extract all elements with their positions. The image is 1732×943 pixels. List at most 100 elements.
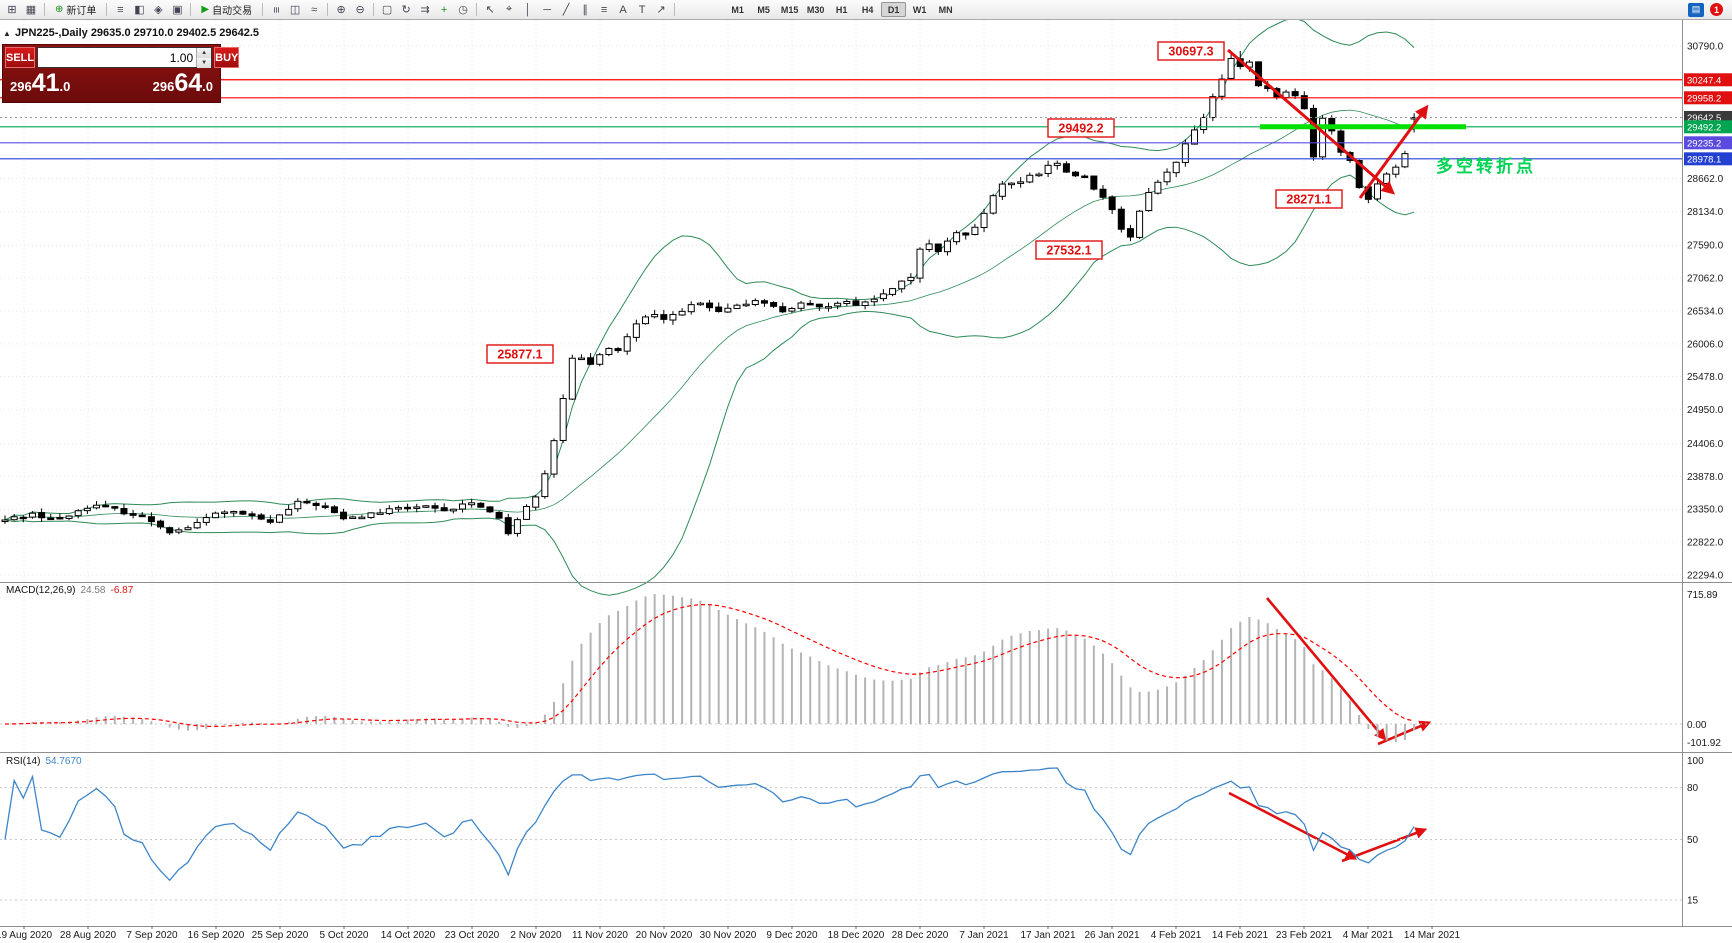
timeframe-h4[interactable]: H4 — [861, 4, 874, 15]
arrows-icon[interactable]: ↗ — [652, 2, 670, 18]
channel-glyph: ∥ — [582, 4, 588, 16]
horizontal-line-icon[interactable]: ─ — [538, 2, 556, 18]
data-window-icon[interactable]: ◧ — [130, 2, 148, 18]
vertical-line-glyph: │ — [524, 3, 532, 16]
crosshair-icon[interactable]: ⌖ — [500, 2, 518, 18]
toolbar-right-group: ▤ 1 — [1680, 2, 1729, 18]
rsi-name: RSI(14) — [6, 756, 41, 767]
text-icon[interactable]: A — [614, 2, 632, 18]
label-glyph: T — [638, 3, 646, 16]
date-label: 28 Aug 2020 — [60, 930, 117, 941]
svg-text:15: 15 — [1687, 896, 1699, 907]
annotation-box[interactable] — [486, 344, 554, 364]
timeframe-m30[interactable]: M30 — [806, 4, 825, 15]
chart-shift-icon[interactable]: ⇉ — [416, 2, 434, 18]
annotation-text[interactable]: 27532.1 — [1046, 244, 1091, 258]
zoom-out-icon[interactable]: ⊖ — [351, 2, 369, 18]
buy-button[interactable]: BUY — [214, 47, 240, 68]
notification-badge[interactable]: 1 — [1710, 3, 1723, 16]
volume-down-icon[interactable]: ▼ — [197, 58, 212, 68]
annotation-box[interactable] — [1035, 240, 1103, 260]
date-label: 17 Jan 2021 — [1020, 930, 1075, 941]
sell-price-prefix: 296 — [10, 79, 32, 94]
timeframe-h1[interactable]: H1 — [835, 4, 848, 15]
terminal-icon[interactable]: ▣ — [168, 2, 186, 18]
annotation-box[interactable] — [1047, 118, 1115, 138]
navigator-glyph: ◈ — [154, 4, 163, 16]
trend-arrow[interactable] — [1341, 827, 1428, 863]
timeframe-d1[interactable]: D1 — [881, 2, 907, 17]
profiles-icon[interactable]: ▦ — [22, 2, 40, 18]
navigator-icon[interactable]: ◈ — [149, 2, 167, 18]
new-order-label: 新订单 — [66, 6, 97, 17]
date-label: 2 Nov 2020 — [510, 930, 562, 941]
price-marker-box — [1684, 120, 1732, 134]
label-icon[interactable]: T — [633, 2, 651, 18]
line-chart-icon[interactable]: ≈ — [305, 2, 323, 18]
volume-up-icon[interactable]: ▲ — [197, 48, 212, 58]
trend-arrow[interactable] — [1358, 104, 1429, 199]
macd-signal-value: -6.87 — [110, 585, 134, 596]
periods-icon[interactable]: ◷ — [454, 2, 472, 18]
zoom-in-icon[interactable]: ⊕ — [332, 2, 350, 18]
annotation-text[interactable]: 25877.1 — [497, 348, 542, 362]
main-toolbar: ⊞ ▦ ⊕ 新订单 ≡ ◧ ◈ ▣ ▶ 自动交易 ≡ ◫ ≈ ⊕ ⊖ ▢ ↻ ⇉ + ◷ ↖ ⌖ │ ─ ╱ ∥ ≡ A T ↗ M1 M5 M… — [0, 0, 1732, 20]
price-marker-label: 28978.1 — [1687, 154, 1721, 165]
timeframe-m5[interactable]: M5 — [757, 4, 770, 15]
date-label: 30 Nov 2020 — [700, 930, 757, 941]
trend-arrow[interactable] — [1228, 791, 1358, 860]
auto-scroll-icon[interactable]: ↻ — [397, 2, 415, 18]
trend-arrow[interactable] — [1266, 597, 1387, 741]
date-axis[interactable]: 19 Aug 2020 28 Aug 2020 7 Sep 2020 16 Sep 2… — [0, 926, 1461, 941]
data-window-glyph: ◧ — [134, 4, 145, 16]
trendline-icon[interactable]: ╱ — [557, 2, 575, 18]
annotation-text[interactable]: 30697.3 — [1168, 45, 1213, 59]
news-icon[interactable]: ▤ — [1688, 2, 1704, 17]
price-axis[interactable]: 30790.0 28662.0 28134.0 27590.0 27062.0 26534… — [1684, 42, 1732, 582]
toolbar-separator — [106, 3, 108, 16]
price-axis-label: 25478.0 — [1687, 372, 1724, 383]
note-text[interactable]: 多空转折点 — [1436, 156, 1536, 176]
macd-label: MACD(12,26,9) 24.58 -6.87 — [6, 585, 133, 596]
timeframe-w1[interactable]: W1 — [912, 4, 927, 15]
timeframe-m1[interactable]: M1 — [731, 4, 744, 15]
indicators-icon[interactable]: + — [435, 2, 453, 18]
new-order-button[interactable]: ⊕ 新订单 — [49, 2, 102, 18]
price-levels[interactable] — [0, 79, 1682, 160]
autotrading-icon: ▶ — [201, 4, 210, 15]
bar-chart-icon[interactable]: ≡ — [267, 2, 285, 18]
one-click-collapse-icon[interactable]: ▲ — [3, 29, 11, 38]
vertical-line-icon[interactable]: │ — [519, 2, 537, 18]
market-watch-icon[interactable]: ≡ — [111, 2, 129, 18]
svg-text:50: 50 — [1687, 835, 1699, 846]
zoom-in-glyph: ⊕ — [336, 4, 346, 16]
auto-scroll-glyph: ↻ — [401, 4, 411, 16]
annotation-text[interactable]: 29492.2 — [1058, 122, 1103, 136]
channel-icon[interactable]: ∥ — [576, 2, 594, 18]
volume-input[interactable] — [38, 48, 197, 67]
trend-arrow[interactable] — [1227, 48, 1396, 195]
candle-chart-icon[interactable]: ◫ — [286, 2, 304, 18]
timeframe-m15[interactable]: M15 — [780, 4, 799, 15]
fibonacci-icon[interactable]: ≡ — [595, 2, 613, 18]
sell-button[interactable]: SELL — [5, 47, 36, 68]
date-label: 14 Oct 2020 — [381, 930, 436, 941]
price-marker-box — [1684, 91, 1732, 105]
price-axis-label: 30790.0 — [1687, 42, 1724, 53]
trend-arrow[interactable] — [1377, 720, 1432, 746]
date-label: 7 Sep 2020 — [126, 930, 178, 941]
tile-windows-icon[interactable]: ▢ — [378, 2, 396, 18]
annotation-box[interactable] — [1157, 41, 1225, 61]
timeframe-mn[interactable]: MN — [938, 4, 953, 15]
cursor-icon[interactable]: ↖ — [481, 2, 499, 18]
toolbar-separator — [674, 3, 676, 16]
new-chart-glyph: ⊞ — [7, 4, 17, 16]
annotation-text[interactable]: 28271.1 — [1286, 193, 1331, 207]
price-axis-label: 24406.0 — [1687, 439, 1724, 450]
trendline-glyph: ╱ — [562, 4, 570, 16]
autotrading-button[interactable]: ▶ 自动交易 — [195, 2, 258, 18]
new-chart-icon[interactable]: ⊞ — [3, 2, 21, 18]
annotation-box[interactable] — [1275, 189, 1343, 209]
terminal-glyph: ▣ — [172, 4, 183, 16]
